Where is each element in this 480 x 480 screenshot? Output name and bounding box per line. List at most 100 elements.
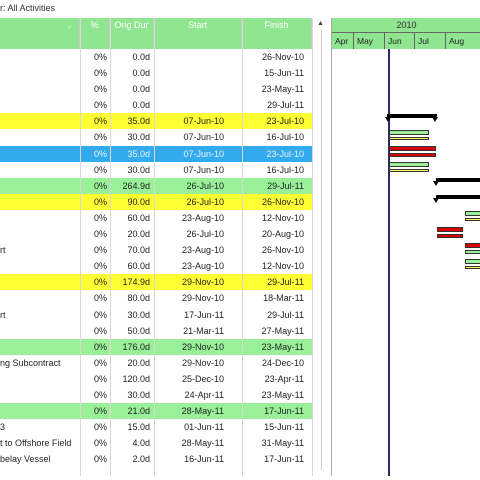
activity-orig-dur: 50.0d xyxy=(127,325,150,336)
table-row[interactable]: 0% 30.0d 07-Jun-10 16-Jul-10 xyxy=(0,162,312,178)
table-row[interactable]: 3 0% 15.0d 01-Jun-11 15-Jun-11 xyxy=(0,419,312,435)
table-row[interactable]: 0% 20.0d 26-Jul-10 20-Aug-10 xyxy=(0,226,312,242)
table-row[interactable]: 0% 60.0d 23-Aug-10 12-Nov-10 xyxy=(0,210,312,226)
table-row[interactable]: 0% 50.0d 21-Mar-11 27-May-11 xyxy=(0,323,312,339)
activity-bar[interactable] xyxy=(389,162,429,167)
table-row[interactable]: 0% 176.0d 29-Nov-10 23-May-11 xyxy=(0,338,312,355)
table-row[interactable]: 0% 30.0d 07-Jun-10 16-Jul-10 xyxy=(0,129,312,145)
column-header-orig-dur[interactable]: Orig Dur xyxy=(110,18,154,49)
activity-orig-dur: 0.0d xyxy=(132,52,150,62)
activity-start: 07-Jun-10 xyxy=(183,116,224,127)
activity-name xyxy=(0,194,80,210)
timeline-month: May xyxy=(354,33,385,49)
activity-orig-dur: 30.0d xyxy=(127,309,150,320)
activity-name: belay Vessel xyxy=(0,454,51,465)
table-row[interactable]: 0% 21.0d 28-May-11 17-Jun-11 xyxy=(0,403,312,420)
table-row[interactable]: 0% 0.0d 26-Nov-10 xyxy=(0,49,312,65)
activity-percent: 0% xyxy=(93,293,107,304)
activity-finish: 29-Jul-11 xyxy=(267,100,304,111)
activity-name: t to Offshore Field xyxy=(0,438,72,449)
activity-name xyxy=(0,162,80,178)
activity-name xyxy=(0,97,80,113)
table-row[interactable]: 0% 60.0d 23-Aug-10 12-Nov-10 xyxy=(0,258,312,274)
chevron-down-icon[interactable]: ⌄ xyxy=(65,20,73,30)
table-row[interactable]: 0% 35.0d 07-Jun-10 23-Jul-10 xyxy=(0,113,312,130)
table-row[interactable]: belay Vessel 0% 2.0d 16-Jun-11 17-Jun-11 xyxy=(0,451,312,467)
activity-start: 17-Jun-11 xyxy=(184,309,224,320)
activity-finish: 12-Nov-10 xyxy=(261,212,304,223)
activity-bar[interactable] xyxy=(437,227,463,232)
table-row[interactable]: 0% 90.0d 26-Jul-10 26-Nov-10 xyxy=(0,193,312,210)
table-row[interactable]: 0% 174.9d 29-Nov-10 29-Jul-11 xyxy=(0,274,312,291)
column-divider xyxy=(80,18,81,476)
table-row[interactable]: 0% 30.0d 24-Apr-11 23-May-11 xyxy=(0,387,312,403)
summary-start-marker xyxy=(385,117,391,122)
table-row[interactable]: 0% 80.0d 29-Nov-10 18-Mar-11 xyxy=(0,290,312,306)
activity-orig-dur: 176.0d xyxy=(122,341,150,352)
activity-start: 07-Jun-10 xyxy=(183,148,224,159)
table-row[interactable]: ng Subcontract 0% 20.0d 29-Nov-10 24-Dec-10 xyxy=(0,355,312,371)
table-row[interactable]: t to Offshore Field 0% 4.0d 28-May-11 31-May… xyxy=(0,435,312,451)
activity-orig-dur: 15.0d xyxy=(127,422,150,433)
activity-name xyxy=(0,226,80,242)
activity-bar[interactable] xyxy=(465,259,480,264)
data-date-line xyxy=(388,49,390,476)
activity-finish: 20-Aug-10 xyxy=(261,229,304,240)
summary-bar[interactable] xyxy=(436,195,480,199)
activity-percent: 0% xyxy=(93,438,107,449)
column-header-finish[interactable]: Finish xyxy=(242,18,312,49)
activity-percent: 0% xyxy=(93,341,107,352)
activity-percent: 0% xyxy=(93,52,107,62)
activity-name xyxy=(0,323,80,339)
activity-percent: 0% xyxy=(93,164,107,175)
activity-orig-dur: 35.0d xyxy=(127,116,150,127)
table-row[interactable]: rt 0% 70.0d 23-Aug-10 26-Nov-10 xyxy=(0,242,312,258)
column-header-name[interactable]: ⌄ xyxy=(0,18,80,49)
activity-bar[interactable] xyxy=(389,146,436,151)
activity-bar[interactable] xyxy=(465,211,480,216)
table-row[interactable]: 0% 264.9d 26-Jul-10 29-Jul-11 xyxy=(0,177,312,194)
activity-name: 3 xyxy=(0,422,6,433)
table-row[interactable]: rt 0% 30.0d 17-Jun-11 29-Jul-11 xyxy=(0,307,312,323)
activity-start: 23-Aug-10 xyxy=(181,212,224,223)
table-row[interactable]: 0% 120.0d 25-Dec-10 23-Apr-11 xyxy=(0,371,312,387)
scroll-up-arrow-icon[interactable]: ▲ xyxy=(317,20,324,27)
table-row[interactable]: 0% 0.0d 23-May-11 xyxy=(0,81,312,97)
activity-name xyxy=(0,387,80,403)
summary-bar[interactable] xyxy=(436,178,480,182)
column-divider xyxy=(154,18,155,476)
activity-finish: 23-Apr-11 xyxy=(264,373,304,384)
activity-finish: 29-Jul-11 xyxy=(267,277,304,288)
activity-percent: 0% xyxy=(93,277,107,288)
column-divider xyxy=(312,18,313,476)
activity-percent: 0% xyxy=(93,325,107,336)
activity-bar[interactable] xyxy=(389,130,429,135)
activity-finish: 16-Jul-10 xyxy=(266,132,304,143)
activity-finish: 17-Jun-11 xyxy=(264,454,304,465)
activity-orig-dur: 35.0d xyxy=(127,148,150,159)
activity-start: 21-Mar-11 xyxy=(183,325,224,336)
activity-percent: 0% xyxy=(93,373,107,384)
activity-finish: 15-Jun-11 xyxy=(264,422,304,433)
table-row[interactable]: 0% 35.0d 07-Jun-10 23-Jul-10 xyxy=(0,145,312,162)
summary-bar[interactable] xyxy=(387,114,437,118)
activity-percent: 0% xyxy=(93,245,107,256)
baseline-bar xyxy=(437,234,463,238)
activity-bar[interactable] xyxy=(465,243,480,248)
activity-percent: 0% xyxy=(93,309,107,320)
table-row[interactable]: 0% 0.0d 15-Jun-11 xyxy=(0,65,312,81)
activity-orig-dur: 4.0d xyxy=(132,438,150,449)
activity-name xyxy=(0,178,80,194)
table-row[interactable]: 0% 0.0d 29-Jul-11 xyxy=(0,97,312,113)
activity-name: rt xyxy=(0,245,6,256)
activity-percent: 0% xyxy=(93,116,107,127)
activity-start: 29-Nov-10 xyxy=(181,341,224,352)
summary-start-marker xyxy=(433,181,439,186)
activity-percent: 0% xyxy=(93,406,107,417)
summary-end-marker xyxy=(432,117,438,122)
column-header-start[interactable]: Start xyxy=(154,18,242,49)
column-header-pct[interactable]: % xyxy=(80,18,110,49)
activity-name xyxy=(0,49,80,65)
activity-orig-dur: 30.0d xyxy=(127,164,150,175)
vertical-scrollbar[interactable] xyxy=(321,30,322,470)
